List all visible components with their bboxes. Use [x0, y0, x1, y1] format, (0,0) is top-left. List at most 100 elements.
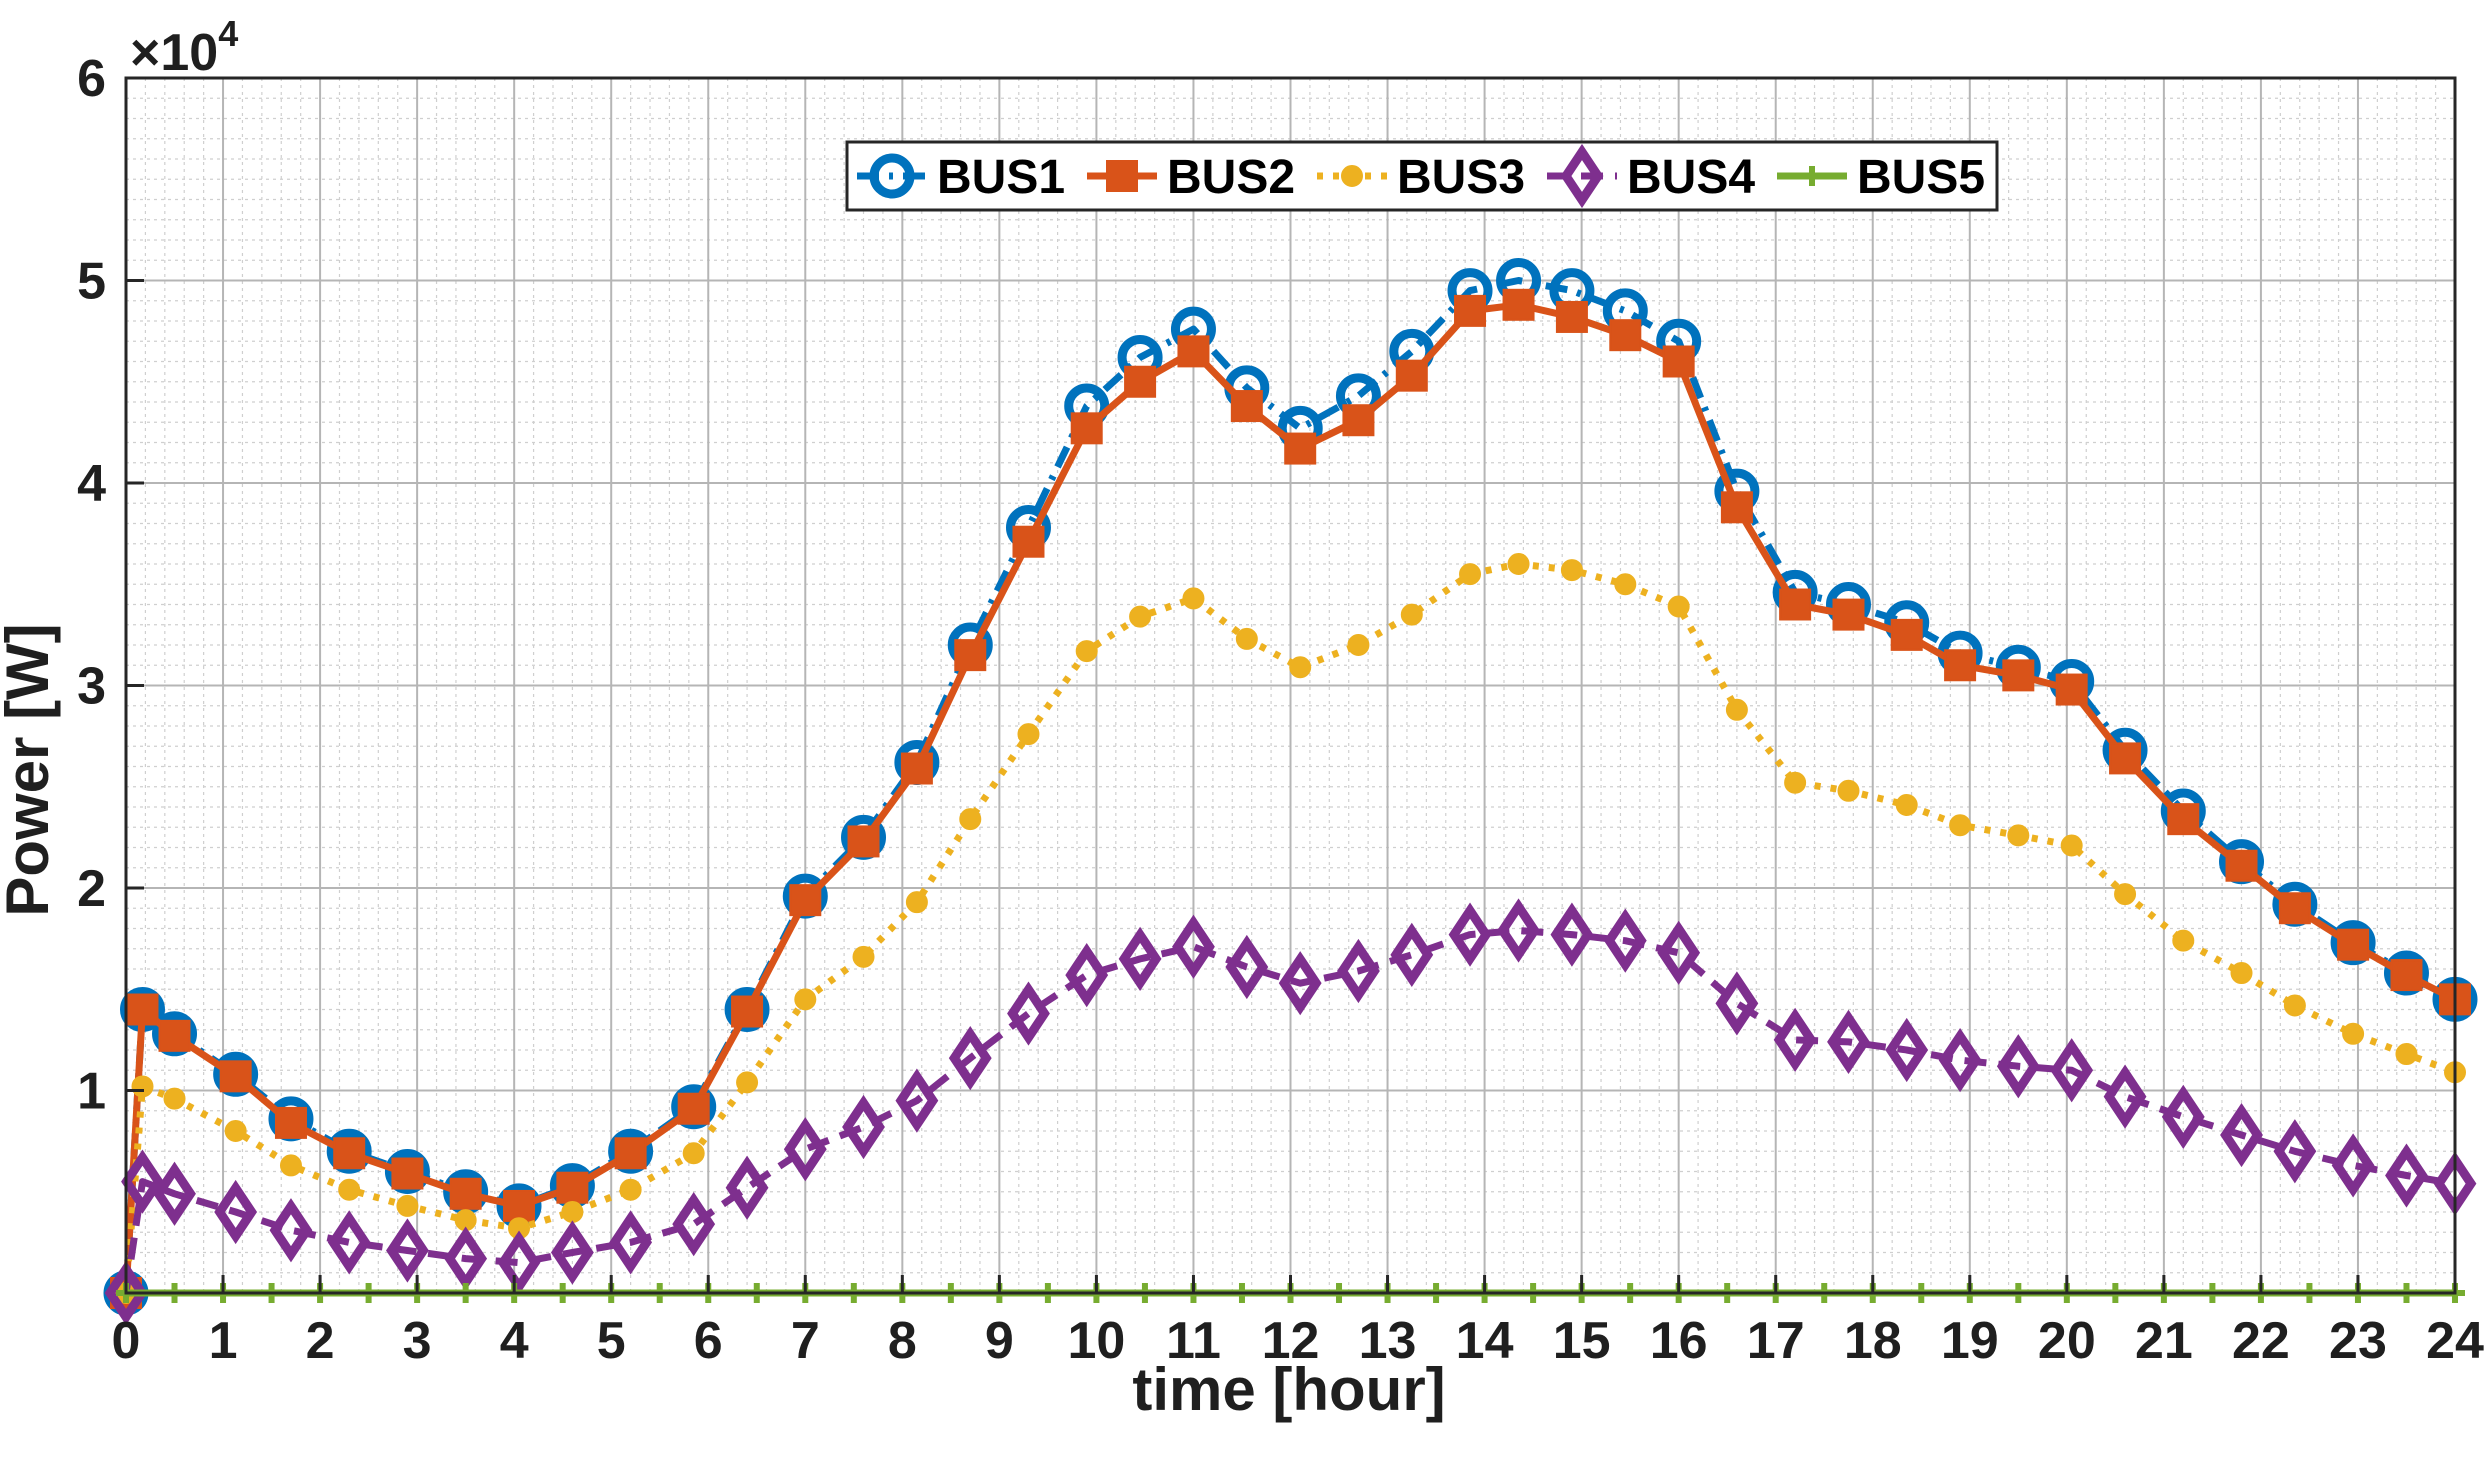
legend-item-bus2: BUS2	[1087, 151, 1295, 204]
bus-marker	[121, 1149, 164, 1214]
bus-marker	[1949, 814, 1972, 837]
bus-marker	[1550, 902, 1594, 967]
bus-marker	[497, 1230, 541, 1295]
bus-marker	[1560, 559, 1583, 582]
bus-marker	[214, 1179, 258, 1245]
bus-marker	[677, 1092, 710, 1125]
legend-item-bus4: BUS4	[1547, 143, 1755, 209]
bus-marker	[126, 993, 159, 1026]
bus-marker	[847, 825, 880, 858]
bus-marker	[672, 1192, 716, 1257]
bus-marker	[1773, 1007, 1817, 1072]
bus-marker	[2230, 962, 2253, 985]
bus-marker	[224, 1120, 247, 1142]
bus-marker	[1802, 166, 1822, 186]
bus-marker	[1609, 319, 1642, 352]
bus-marker	[269, 1198, 313, 1263]
bus-marker	[1779, 588, 1812, 621]
bus-marker	[1390, 922, 1434, 987]
x-tick-label: 9	[985, 1312, 1014, 1370]
x-axis-label: time [hour]	[1132, 1356, 1445, 1423]
bus-marker	[2109, 742, 2142, 775]
bus-marker	[1784, 771, 1807, 794]
bus-marker	[2002, 659, 2035, 692]
y-tick-label: 6	[77, 50, 106, 108]
bus-marker	[1289, 656, 1312, 679]
bus-marker	[869, 153, 915, 199]
bus-marker	[2172, 929, 2195, 952]
legend-item-bus1: BUS1	[857, 151, 1065, 204]
bus-marker	[2103, 1064, 2147, 1129]
bus-marker	[1182, 587, 1205, 610]
x-tick-label: 12	[1262, 1312, 1320, 1370]
series-layer	[103, 258, 2478, 1326]
bus-marker	[2342, 1022, 2365, 1045]
y-tick-label: 5	[77, 253, 106, 311]
bus-marker	[1065, 942, 1109, 1008]
bus-marker	[2278, 892, 2311, 925]
legend-label: BUS3	[1397, 151, 1525, 204]
bus-marker	[1337, 938, 1380, 1004]
bus-marker	[1400, 603, 1423, 626]
bus-marker	[1885, 1017, 1929, 1083]
y-exponent-power: 4	[218, 13, 238, 54]
x-tick-label: 0	[112, 1312, 141, 1370]
bus-marker	[219, 1060, 252, 1093]
bus-marker	[279, 1154, 302, 1177]
bus-marker	[1454, 294, 1487, 327]
bus-marker	[1278, 951, 1322, 1016]
x-tick-label: 20	[2038, 1312, 2096, 1370]
bus-marker	[1459, 563, 1482, 586]
x-tick-label: 21	[2135, 1312, 2193, 1370]
bus-marker	[1118, 926, 1162, 991]
bus-marker	[731, 995, 764, 1028]
bus-marker	[900, 752, 933, 785]
x-tick-label: 7	[791, 1312, 820, 1370]
bus-marker	[2390, 959, 2423, 992]
x-tick-label: 13	[1359, 1312, 1417, 1370]
bus-marker	[1106, 160, 1138, 192]
bus-marker	[158, 1019, 191, 1052]
y-axis: 1 2 3 4 5 6	[77, 50, 144, 1121]
bus-marker	[954, 639, 987, 672]
bus-marker	[1342, 404, 1375, 437]
legend-item-bus3: BUS3	[1317, 151, 1525, 204]
bus-marker	[1996, 1034, 2040, 1099]
bus-marker	[736, 1071, 759, 1094]
bus-marker	[1837, 779, 1860, 802]
bus-marker	[561, 1201, 584, 1223]
bus-marker	[391, 1157, 424, 1190]
bus-marker	[1172, 914, 1215, 979]
bus-marker	[2050, 1038, 2094, 1103]
bus-marker	[386, 1218, 429, 1283]
bus-marker	[1075, 640, 1098, 663]
bus-marker	[1725, 698, 1748, 721]
x-tick-label: 5	[597, 1312, 626, 1370]
bus-marker	[1938, 1028, 1982, 1093]
y-tick-label: 1	[77, 1063, 106, 1121]
bus-marker	[1667, 595, 1690, 618]
x-tick-label: 23	[2329, 1312, 2387, 1370]
bus-marker	[609, 1210, 653, 1275]
bus-marker	[1715, 971, 1759, 1036]
bus-marker	[2114, 883, 2137, 906]
series-bus3	[115, 553, 2466, 1304]
bus-marker	[449, 1177, 482, 1210]
bus-marker	[396, 1194, 419, 1217]
bus-marker	[1507, 553, 1530, 575]
y-tick-label: 2	[77, 860, 106, 918]
y-exponent-label: ×104	[130, 13, 238, 82]
x-tick-label: 10	[1067, 1312, 1125, 1370]
legend-label: BUS5	[1857, 151, 1985, 204]
x-tick-label: 11	[1166, 1312, 1221, 1370]
x-tick-label: 24	[2426, 1312, 2484, 1370]
legend-label: BUS1	[937, 151, 1065, 204]
x-tick-label: 3	[403, 1312, 432, 1370]
bus-marker	[2225, 849, 2258, 882]
bus-marker	[1502, 288, 1535, 321]
series-bus4	[104, 898, 2477, 1326]
bus-marker	[1395, 359, 1428, 392]
legend: BUS1 BUS2 BUS3 BUS4 BUS5	[845, 140, 1999, 212]
bus-marker	[614, 1137, 647, 1170]
